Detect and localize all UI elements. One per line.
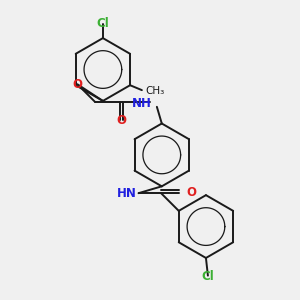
Text: O: O — [72, 78, 82, 91]
Text: NH: NH — [132, 98, 152, 110]
Text: O: O — [187, 186, 196, 199]
Text: CH₃: CH₃ — [146, 86, 165, 96]
Text: Cl: Cl — [97, 16, 109, 29]
Text: O: O — [116, 114, 127, 128]
Text: HN: HN — [117, 187, 136, 200]
Text: Cl: Cl — [202, 271, 214, 284]
